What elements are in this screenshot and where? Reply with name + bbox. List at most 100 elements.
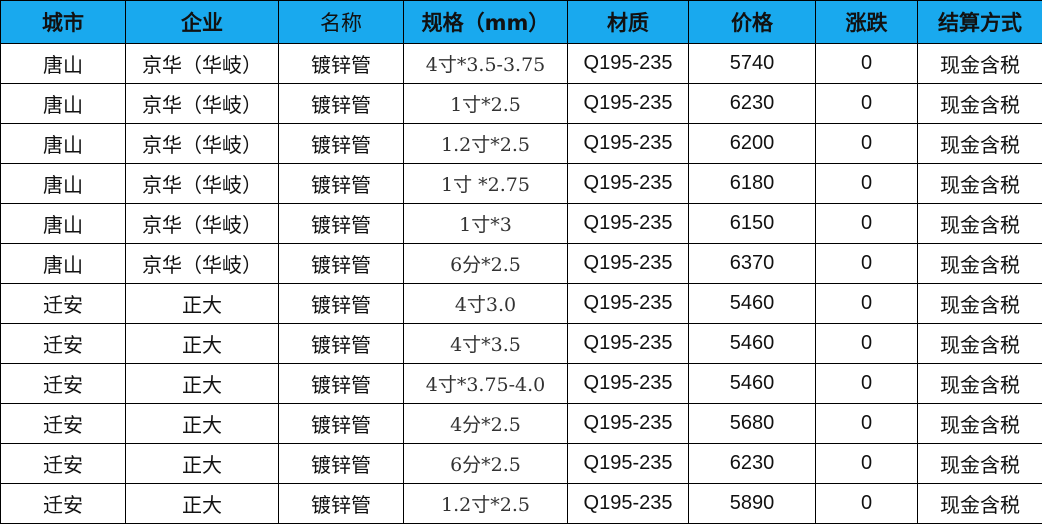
table-cell: 0 [816,244,918,284]
table-cell: Q195-235 [568,164,689,204]
table-cell: 0 [816,164,918,204]
table-cell: 5460 [689,284,816,324]
table-cell: 0 [816,84,918,124]
table-cell: 正大 [126,324,279,364]
table-cell: 6分*2.5 [404,244,568,284]
table-cell: 现金含税 [918,164,1042,204]
table-cell: 1.2寸*2.5 [404,484,568,524]
table-cell: 正大 [126,444,279,484]
table-cell: 0 [816,124,918,164]
table-cell: 京华（华岐） [126,204,279,244]
table-header: 城市企业名称规格（mm）材质价格涨跌结算方式 [1,1,1042,44]
header-cell: 城市 [1,1,126,44]
table-cell: 6370 [689,244,816,284]
table-cell: 唐山 [1,244,126,284]
table-cell: 0 [816,324,918,364]
table-cell: 现金含税 [918,84,1042,124]
table-cell: 镀锌管 [279,364,404,404]
table-cell: 现金含税 [918,404,1042,444]
table-cell: 迁安 [1,284,126,324]
table-cell: 迁安 [1,444,126,484]
table-cell: Q195-235 [568,284,689,324]
table-cell: 迁安 [1,364,126,404]
table-cell: Q195-235 [568,124,689,164]
table-cell: 镀锌管 [279,444,404,484]
table-cell: 4寸*3.75-4.0 [404,364,568,404]
table-cell: 唐山 [1,84,126,124]
table-cell: 迁安 [1,484,126,524]
table-cell: Q195-235 [568,84,689,124]
header-cell: 结算方式 [918,1,1042,44]
table-cell: 现金含税 [918,204,1042,244]
table-cell: 镀锌管 [279,84,404,124]
table-cell: Q195-235 [568,364,689,404]
table-cell: Q195-235 [568,44,689,84]
table-cell: 镀锌管 [279,124,404,164]
table-cell: 唐山 [1,204,126,244]
table-cell: 0 [816,44,918,84]
table-cell: 0 [816,444,918,484]
table-cell: 镀锌管 [279,284,404,324]
table-cell: 镀锌管 [279,204,404,244]
table-cell: 0 [816,284,918,324]
table-cell: Q195-235 [568,444,689,484]
table-cell: 6230 [689,84,816,124]
table-cell: 6230 [689,444,816,484]
table-cell: 0 [816,404,918,444]
table-cell: 1寸*3 [404,204,568,244]
table-cell: 6200 [689,124,816,164]
table-cell: 1寸 *2.75 [404,164,568,204]
table-cell: 镀锌管 [279,44,404,84]
table-cell: 唐山 [1,44,126,84]
header-row: 城市企业名称规格（mm）材质价格涨跌结算方式 [1,1,1042,44]
header-cell: 材质 [568,1,689,44]
header-cell: 涨跌 [816,1,918,44]
header-cell: 规格（mm） [404,1,568,44]
table-cell: 6分*2.5 [404,444,568,484]
table-cell: 现金含税 [918,364,1042,404]
table-cell: Q195-235 [568,244,689,284]
table-cell: 镀锌管 [279,244,404,284]
table-cell: Q195-235 [568,324,689,364]
table-cell: 6150 [689,204,816,244]
table-cell: 正大 [126,364,279,404]
table-cell: 5460 [689,364,816,404]
table-cell: 4寸3.0 [404,284,568,324]
table-cell: 现金含税 [918,444,1042,484]
table-cell: 唐山 [1,124,126,164]
header-cell: 企业 [126,1,279,44]
table-cell: 京华（华岐） [126,164,279,204]
table-cell: 京华（华岐） [126,44,279,84]
table-cell: 正大 [126,484,279,524]
table-cell: 京华（华岐） [126,84,279,124]
table-cell: 镀锌管 [279,404,404,444]
table-cell: 镀锌管 [279,324,404,364]
table-cell: 京华（华岐） [126,124,279,164]
table-cell: 正大 [126,404,279,444]
table-cell: 迁安 [1,324,126,364]
header-cell: 名称 [279,1,404,44]
table-cell: Q195-235 [568,204,689,244]
table-cell: 0 [816,364,918,404]
table-cell: 5460 [689,324,816,364]
table-cell: 1寸*2.5 [404,84,568,124]
table-cell: 京华（华岐） [126,244,279,284]
header-cell: 价格 [689,1,816,44]
table-cell: 5740 [689,44,816,84]
table-cell: 镀锌管 [279,484,404,524]
table-cell: 5890 [689,484,816,524]
table-cell: 4寸*3.5 [404,324,568,364]
table-cell: 现金含税 [918,124,1042,164]
